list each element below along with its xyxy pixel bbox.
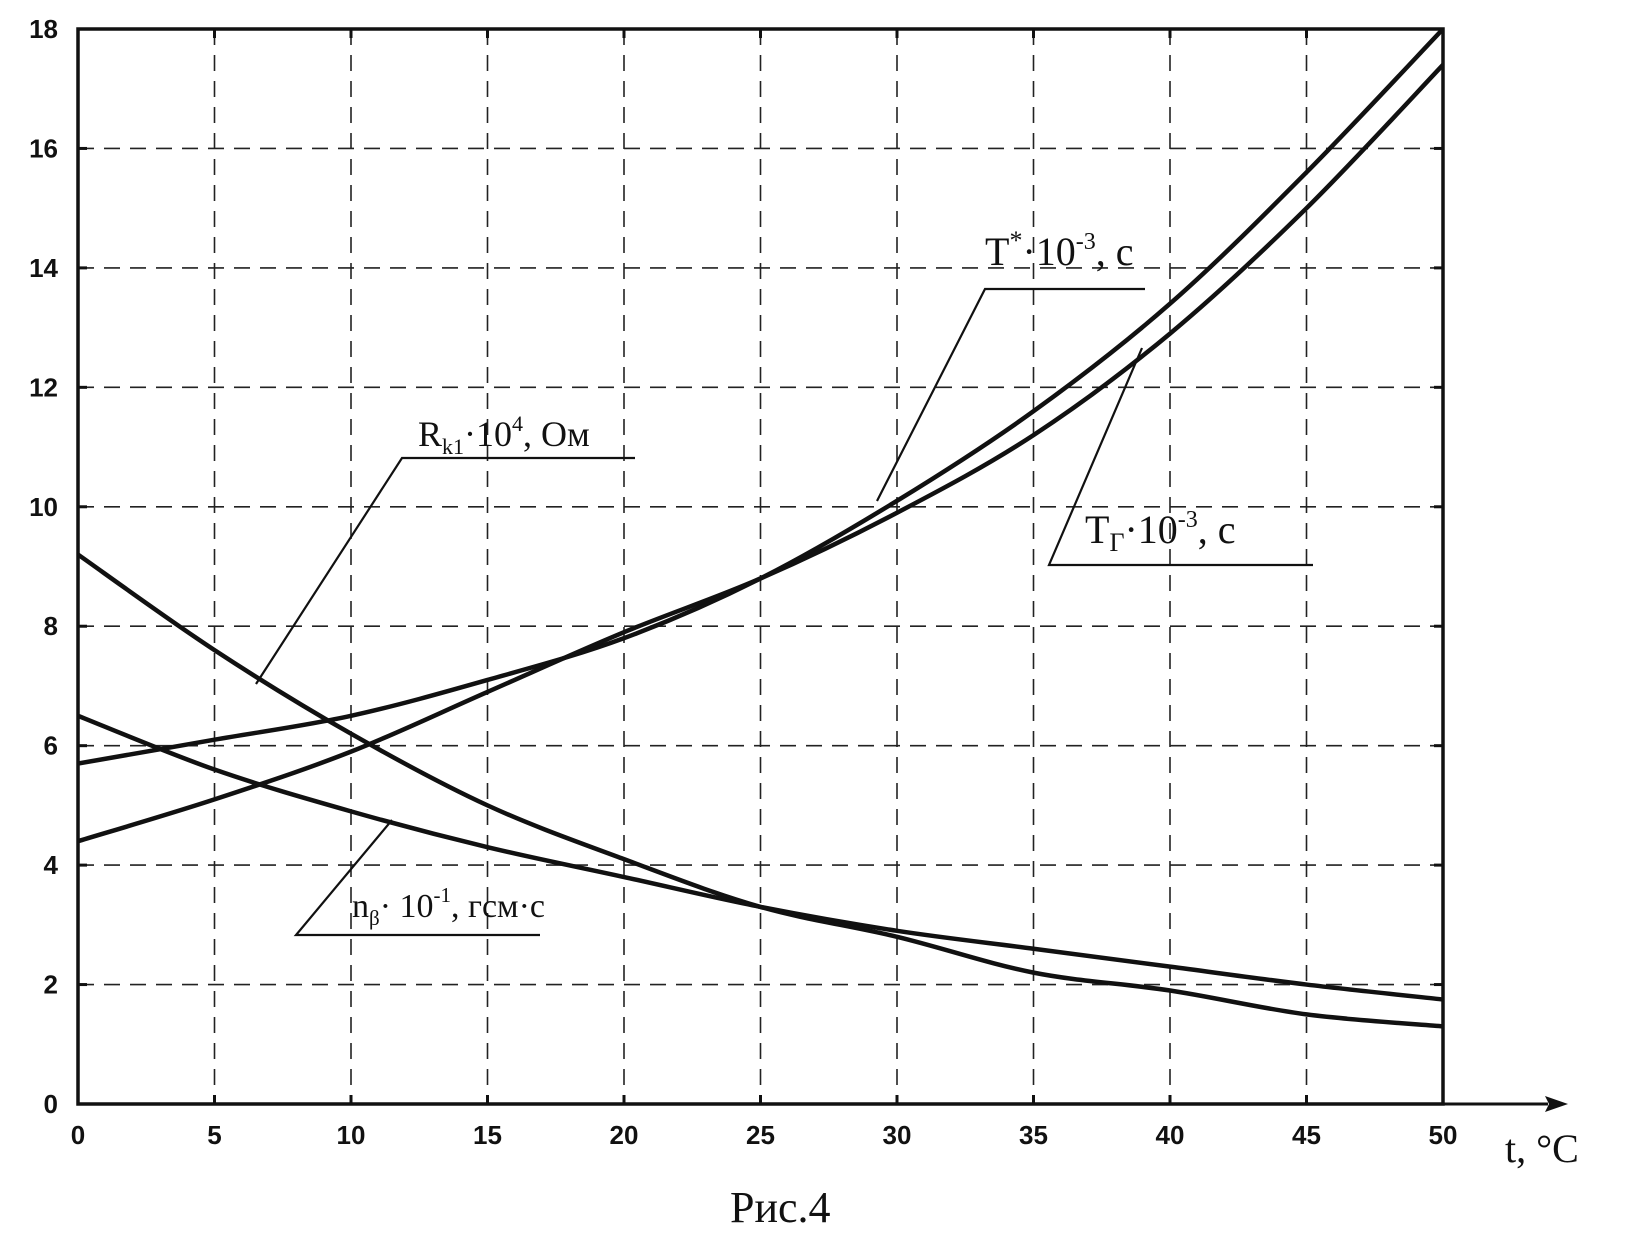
leader-rk1	[255, 456, 635, 685]
x-tick-label: 40	[1156, 1120, 1185, 1150]
leader-t-g	[1047, 347, 1313, 567]
leader-lines	[255, 287, 1313, 937]
y-tick-label: 8	[44, 611, 58, 641]
y-tick-label: 6	[44, 731, 58, 761]
x-tick-label: 25	[746, 1120, 775, 1150]
curves	[78, 29, 1443, 1029]
series-line-1	[78, 62, 1443, 844]
y-tick-label: 2	[44, 970, 58, 1000]
leader-t-star	[876, 287, 1145, 502]
tick-labels: 0 5 10 15 20 25 30 35 40 45 50 0 2 4 6 8 10 12 14 16 18	[29, 14, 1457, 1150]
series-label-t-g: TГ·10-3, c	[1085, 507, 1236, 557]
x-tick-label: 45	[1292, 1120, 1321, 1150]
y-tick-label: 16	[29, 133, 58, 163]
x-tick-label: 0	[71, 1120, 85, 1150]
x-tick-label: 35	[1019, 1120, 1048, 1150]
y-tick-label: 0	[44, 1089, 58, 1119]
y-tick-label: 4	[44, 850, 59, 880]
y-tick-label: 10	[29, 492, 58, 522]
y-tick-label: 12	[29, 372, 58, 402]
x-tick-label: 15	[473, 1120, 502, 1150]
series-label-t-star: T*·10-3, c	[985, 226, 1134, 274]
x-tick-label: 10	[337, 1120, 366, 1150]
x-axis-arrow	[1443, 1096, 1568, 1112]
series-line-3	[78, 713, 1443, 1002]
y-tick-label: 18	[29, 14, 58, 44]
x-tick-label: 30	[883, 1120, 912, 1150]
x-axis-label: t, °C	[1505, 1126, 1579, 1171]
plot-frame	[76, 27, 1445, 1106]
leader-n-beta	[293, 819, 540, 937]
series-label-rk1: Rk1·104, Ом	[418, 411, 590, 459]
y-tick-label: 14	[29, 253, 58, 283]
figure-caption: Рис.4	[730, 1183, 831, 1232]
x-tick-label: 20	[610, 1120, 639, 1150]
series-label-n-beta: nβ· 10-1, гсм·с	[352, 883, 545, 930]
x-tick-label: 50	[1429, 1120, 1458, 1150]
x-tick-label: 5	[207, 1120, 221, 1150]
